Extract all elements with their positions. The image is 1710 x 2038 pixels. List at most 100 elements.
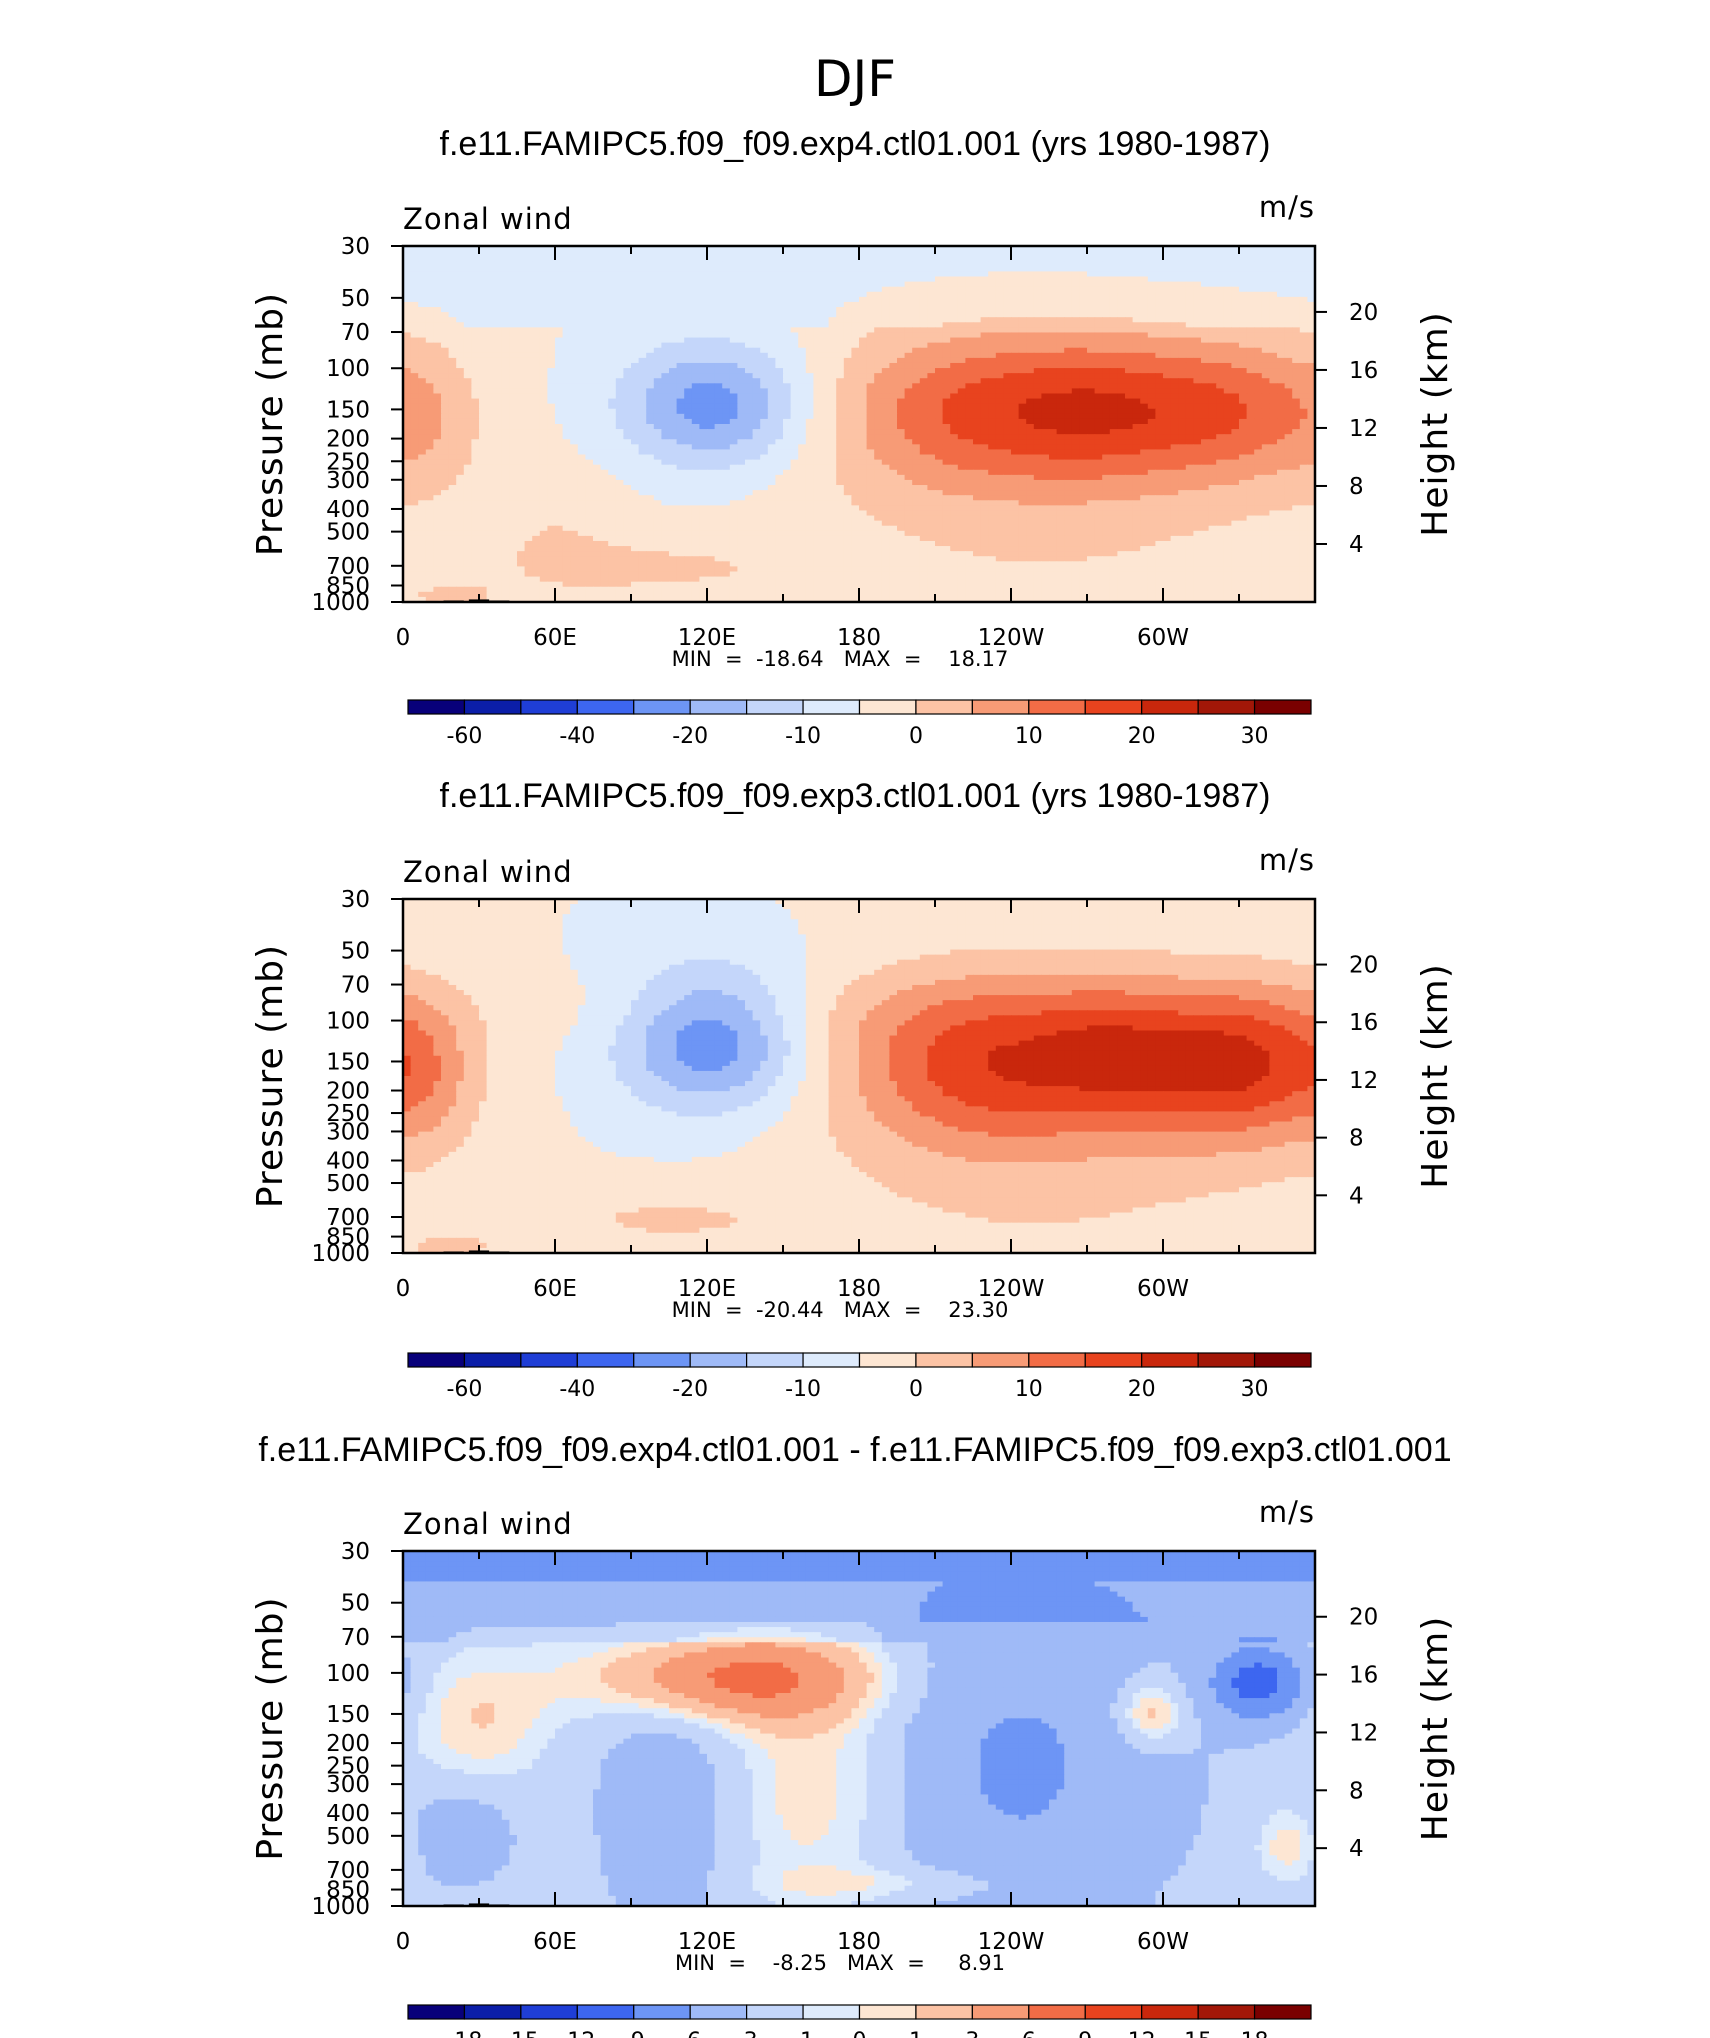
contour-cell bbox=[965, 281, 974, 288]
contour-cell bbox=[1064, 276, 1073, 283]
contour-cell bbox=[1064, 332, 1073, 339]
contour-cell bbox=[661, 388, 670, 395]
contour-cell bbox=[494, 383, 503, 389]
contour-cell bbox=[524, 383, 533, 389]
contour-cell bbox=[1087, 444, 1096, 451]
contour-cell bbox=[1307, 271, 1316, 278]
contour-cell bbox=[562, 373, 571, 379]
contour-cell bbox=[441, 429, 450, 435]
contour-cell bbox=[1277, 383, 1286, 389]
contour-cell bbox=[965, 454, 974, 461]
contour-cell bbox=[615, 454, 624, 461]
contour-cell bbox=[874, 357, 883, 364]
contour-cell bbox=[1216, 373, 1225, 379]
contour-cell bbox=[479, 357, 488, 364]
contour-cell bbox=[1299, 362, 1308, 369]
contour-cell bbox=[752, 434, 761, 440]
contour-cell bbox=[486, 429, 495, 435]
contour-cell bbox=[479, 413, 488, 420]
contour-cell bbox=[646, 286, 655, 293]
contour-cell bbox=[509, 449, 518, 456]
contour-cell bbox=[752, 276, 761, 283]
contour-cell bbox=[927, 332, 936, 339]
contour-cell bbox=[555, 368, 564, 374]
contour-cell bbox=[927, 266, 936, 273]
contour-cell bbox=[562, 332, 571, 339]
contour-cell bbox=[403, 342, 412, 349]
contour-cell bbox=[471, 322, 480, 328]
contour-cell bbox=[1216, 276, 1225, 283]
contour-cell bbox=[661, 347, 670, 354]
contour-cell bbox=[532, 322, 541, 328]
contour-cell bbox=[593, 362, 602, 369]
contour-cell bbox=[1026, 424, 1035, 430]
contour-cell bbox=[988, 347, 997, 354]
contour-cell bbox=[813, 342, 822, 349]
contour-cell bbox=[425, 337, 434, 344]
contour-cell bbox=[980, 337, 989, 344]
contour-cell bbox=[463, 281, 472, 288]
contour-cell bbox=[623, 317, 632, 323]
contour-cell bbox=[403, 439, 412, 445]
contour-cell bbox=[912, 393, 921, 400]
contour-cell bbox=[517, 291, 526, 298]
contour-cell bbox=[1208, 317, 1217, 323]
contour-cell bbox=[1299, 256, 1308, 262]
contour-cell bbox=[980, 286, 989, 293]
contour-cell bbox=[813, 398, 822, 405]
contour-cell bbox=[988, 388, 997, 395]
contour-cell bbox=[737, 347, 746, 354]
contour-cell bbox=[661, 454, 670, 461]
contour-cell bbox=[1178, 357, 1187, 364]
contour-cell bbox=[1178, 352, 1187, 359]
contour-cell bbox=[456, 276, 465, 283]
contour-cell bbox=[935, 388, 944, 395]
contour-cell bbox=[539, 418, 548, 425]
contour-cell bbox=[684, 444, 693, 451]
contour-cell bbox=[1026, 281, 1035, 288]
contour-cell bbox=[676, 301, 685, 308]
contour-cell bbox=[448, 418, 457, 425]
contour-cell bbox=[699, 398, 708, 405]
contour-cell bbox=[418, 291, 427, 298]
contour-cell bbox=[691, 286, 700, 293]
contour-cell bbox=[501, 286, 510, 293]
contour-cell bbox=[1011, 307, 1020, 313]
contour-cell bbox=[1299, 347, 1308, 354]
contour-cell bbox=[722, 403, 731, 410]
contour-cell bbox=[1261, 261, 1270, 267]
contour-cell bbox=[631, 332, 640, 339]
contour-cell bbox=[1201, 266, 1210, 273]
contour-cell bbox=[456, 291, 465, 298]
contour-cell bbox=[965, 246, 974, 252]
contour-cell bbox=[684, 429, 693, 435]
contour-cell bbox=[775, 327, 784, 334]
contour-cell bbox=[1246, 398, 1255, 405]
contour-cell bbox=[631, 342, 640, 349]
contour-cell bbox=[410, 368, 419, 374]
contour-cell bbox=[1132, 296, 1141, 303]
contour-cell bbox=[699, 429, 708, 435]
contour-cell bbox=[524, 281, 533, 288]
contour-cell bbox=[425, 362, 434, 369]
contour-cell bbox=[471, 429, 480, 435]
contour-cell bbox=[1208, 307, 1217, 313]
contour-cell bbox=[729, 434, 738, 440]
contour-cell bbox=[1201, 286, 1210, 293]
contour-cell bbox=[1071, 301, 1080, 308]
contour-cell bbox=[767, 398, 776, 405]
contour-cell bbox=[593, 439, 602, 445]
contour-cell bbox=[805, 291, 814, 298]
contour-cell bbox=[1079, 424, 1088, 430]
contour-cell bbox=[866, 352, 875, 359]
contour-cell bbox=[1239, 347, 1248, 354]
contour-cell bbox=[479, 276, 488, 283]
contour-cell bbox=[745, 449, 754, 456]
contour-cell bbox=[494, 444, 503, 451]
contour-cell bbox=[798, 434, 807, 440]
contour-cell bbox=[942, 352, 951, 359]
contour-cell bbox=[965, 378, 974, 384]
contour-cell bbox=[1033, 352, 1042, 359]
contour-cell bbox=[1170, 256, 1179, 262]
contour-cell bbox=[1132, 312, 1141, 318]
